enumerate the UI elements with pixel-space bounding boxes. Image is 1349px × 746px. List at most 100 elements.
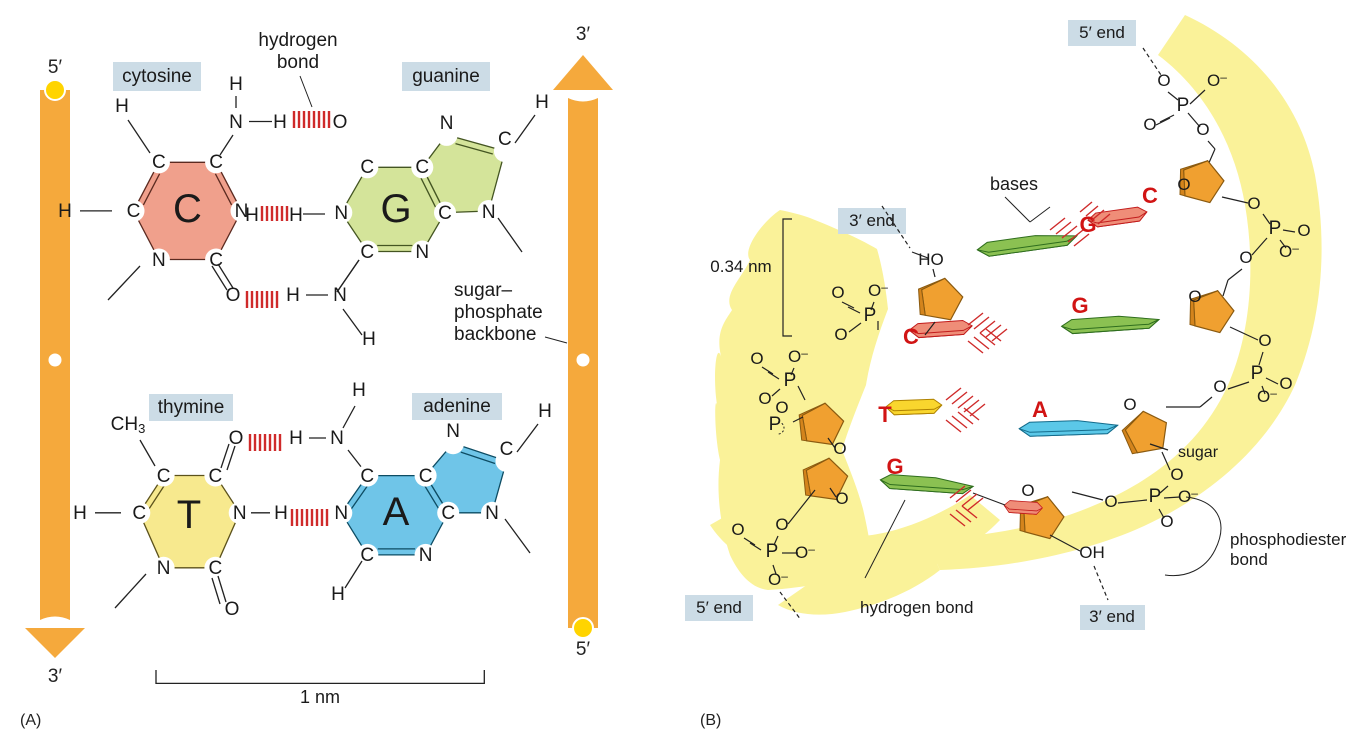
svg-text:O: O	[226, 285, 241, 306]
svg-text:P: P	[766, 541, 779, 562]
svg-text:O: O	[1177, 175, 1190, 194]
svg-text:phosphate: phosphate	[454, 302, 543, 323]
svg-text:3′: 3′	[48, 666, 63, 687]
svg-text:H: H	[274, 503, 288, 524]
svg-text:H: H	[289, 428, 303, 449]
svg-text:T: T	[878, 402, 892, 427]
svg-text:hydrogen: hydrogen	[258, 30, 337, 51]
svg-text:C: C	[419, 466, 433, 487]
svg-text:C: C	[438, 203, 452, 224]
svg-text:3′ end: 3′ end	[849, 211, 895, 230]
svg-text:O: O	[1021, 481, 1034, 500]
svg-text:H: H	[362, 329, 376, 350]
svg-text:N: N	[419, 545, 433, 566]
svg-text:guanine: guanine	[412, 66, 480, 87]
svg-text:C: C	[173, 187, 202, 231]
svg-text:O: O	[731, 520, 744, 539]
svg-text:H: H	[58, 201, 72, 222]
svg-text:HO: HO	[918, 250, 944, 269]
svg-text:(A): (A)	[20, 712, 41, 729]
svg-text:O: O	[1239, 248, 1252, 267]
svg-text:C: C	[209, 152, 223, 173]
svg-text:C: C	[360, 157, 374, 178]
svg-text:O: O	[1160, 512, 1173, 531]
svg-text:T: T	[177, 493, 201, 537]
svg-text:N: N	[152, 250, 166, 271]
svg-text:(B): (B)	[700, 712, 721, 729]
svg-text:O: O	[775, 515, 788, 534]
svg-text:O: O	[1247, 194, 1260, 213]
svg-text:H: H	[73, 503, 87, 524]
svg-text:P: P	[864, 305, 877, 326]
svg-text:5′ end: 5′ end	[1079, 23, 1125, 42]
svg-text:C: C	[360, 242, 374, 263]
svg-text:C: C	[152, 152, 166, 173]
svg-text:O: O	[333, 112, 348, 133]
svg-text:N: N	[415, 242, 429, 263]
svg-text:sugar–: sugar–	[454, 280, 513, 301]
svg-text:cytosine: cytosine	[122, 66, 192, 87]
svg-text:bases: bases	[990, 174, 1038, 194]
svg-text:P: P	[1251, 363, 1264, 384]
svg-text:O: O	[833, 439, 846, 458]
svg-text:H: H	[115, 96, 129, 117]
svg-text:bond: bond	[277, 52, 319, 73]
svg-text:C: C	[209, 466, 223, 487]
svg-text:H: H	[286, 285, 300, 306]
svg-text:N: N	[446, 421, 460, 442]
svg-text:N: N	[229, 112, 243, 133]
svg-text:N: N	[157, 558, 171, 579]
svg-text:H: H	[538, 401, 552, 422]
svg-text:G: G	[380, 187, 411, 231]
svg-text:bond: bond	[1230, 550, 1268, 569]
svg-text:1 nm: 1 nm	[300, 687, 340, 707]
svg-text:C: C	[360, 466, 374, 487]
svg-text:N: N	[334, 503, 348, 524]
svg-text:O: O	[1258, 331, 1271, 350]
svg-text:H: H	[229, 74, 243, 95]
svg-text:P: P	[1177, 95, 1190, 116]
svg-text:N: N	[233, 503, 247, 524]
svg-text:hydrogen bond: hydrogen bond	[860, 598, 973, 617]
svg-text:H: H	[289, 205, 303, 226]
svg-text:O: O	[1157, 71, 1170, 90]
svg-text:H: H	[352, 380, 366, 401]
svg-text:H: H	[331, 584, 345, 605]
svg-text:C: C	[132, 503, 146, 524]
svg-text:thymine: thymine	[158, 397, 225, 418]
svg-text:C: C	[498, 129, 512, 150]
svg-text:A: A	[1032, 397, 1048, 422]
svg-text:O: O	[834, 325, 847, 344]
svg-text:G: G	[1079, 212, 1096, 237]
svg-text:H: H	[245, 205, 259, 226]
svg-text:5′ end: 5′ end	[696, 598, 742, 617]
svg-text:O: O	[831, 283, 844, 302]
svg-text:N: N	[482, 202, 496, 223]
svg-text:phosphodiester: phosphodiester	[1230, 530, 1347, 549]
svg-text:5′: 5′	[48, 57, 63, 78]
svg-text:3′ end: 3′ end	[1089, 607, 1135, 626]
svg-text:O: O	[225, 599, 240, 620]
svg-text:N: N	[485, 503, 499, 524]
svg-text:O: O	[1279, 374, 1292, 393]
svg-text:N: N	[334, 203, 348, 224]
svg-text:O: O	[1188, 287, 1201, 306]
svg-text:O: O	[1143, 115, 1156, 134]
svg-text:OH: OH	[1079, 543, 1105, 562]
svg-text:3′: 3′	[576, 24, 591, 45]
svg-text:G: G	[1071, 293, 1088, 318]
svg-text:C: C	[1142, 183, 1158, 208]
svg-text:O: O	[835, 489, 848, 508]
svg-text:backbone: backbone	[454, 324, 536, 345]
svg-text:O: O	[1213, 377, 1226, 396]
svg-text:A: A	[383, 490, 410, 534]
svg-text:P: P	[784, 370, 797, 391]
svg-text:N: N	[330, 428, 344, 449]
svg-text:H: H	[535, 92, 549, 113]
svg-text:adenine: adenine	[423, 396, 491, 417]
svg-text:P: P	[1269, 218, 1282, 239]
svg-text:O: O	[1104, 492, 1117, 511]
svg-text:C: C	[415, 157, 429, 178]
svg-text:sugar: sugar	[1178, 444, 1219, 461]
svg-text:H: H	[273, 112, 287, 133]
